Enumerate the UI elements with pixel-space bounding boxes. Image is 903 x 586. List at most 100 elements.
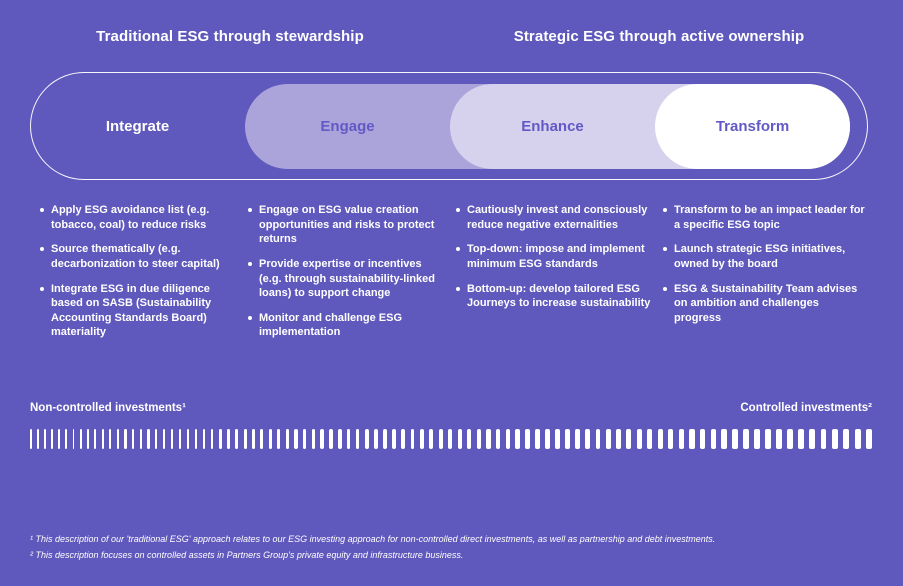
tick-mark [565, 429, 570, 449]
tick-mark [535, 429, 540, 449]
bullet-text: Source thematically (e.g. decarbonizatio… [51, 243, 220, 270]
tick-mark [392, 429, 396, 449]
tick-mark [754, 429, 760, 449]
tick-mark [277, 429, 281, 449]
tick-mark [854, 429, 861, 449]
bullet-item: Engage on ESG value creation opportuniti… [248, 203, 444, 247]
bullet-item: Top-down: impose and implement minimum E… [456, 242, 652, 271]
tick-mark [364, 429, 369, 449]
bullet-text: Bottom-up: develop tailored ESG Journeys… [467, 282, 651, 310]
bullet-dot-icon [248, 208, 252, 212]
tick-mark [467, 429, 472, 449]
tick-mark [383, 429, 387, 449]
tick-mark [486, 429, 491, 449]
tick-mark [79, 429, 82, 449]
tick-mark [765, 429, 771, 449]
tick-mark [689, 429, 695, 449]
tick-mark [678, 429, 684, 449]
bullet-column-integrate: Apply ESG avoidance list (e.g. tobacco, … [40, 203, 236, 340]
tick-mark [162, 429, 166, 449]
bullet-column-transform: Transform to be an impact leader for a s… [663, 203, 868, 325]
tick-mark [116, 429, 119, 449]
tick-mark [710, 429, 716, 449]
tick-mark [43, 429, 46, 449]
stage-label-transform: Transform [715, 118, 790, 135]
tick-mark [647, 429, 653, 449]
stage-pill-outline [30, 72, 868, 180]
transform-pill-background [655, 84, 850, 169]
tick-mark [515, 429, 520, 449]
bullet-dot-icon [456, 247, 460, 252]
scale-label-non-controlled: Non-controlled investments¹ [30, 402, 186, 414]
tick-mark [109, 429, 112, 449]
bullet-text: Apply ESG avoidance list (e.g. tobacco, … [51, 204, 210, 231]
tick-mark [820, 429, 827, 449]
tick-mark [636, 429, 642, 449]
bullet-dot-icon [663, 286, 667, 291]
scale-label-controlled: Controlled investments² [740, 402, 872, 414]
bullet-dot-icon [663, 247, 667, 252]
tick-mark [616, 429, 621, 449]
tick-mark [186, 429, 190, 449]
bullet-dot-icon [456, 208, 460, 212]
tick-mark [338, 429, 342, 449]
tick-mark [202, 429, 206, 449]
tick-mark [743, 429, 749, 449]
header-traditional-esg: Traditional ESG through stewardship [96, 28, 364, 45]
bullet-item: Apply ESG avoidance list (e.g. tobacco, … [40, 203, 236, 232]
tick-mark [329, 429, 333, 449]
tick-mark [732, 429, 738, 449]
tick-mark [809, 429, 816, 449]
tick-strip [30, 429, 873, 449]
tick-mark [311, 429, 316, 449]
tick-mark [303, 429, 307, 449]
bullet-dot-icon [40, 286, 44, 291]
tick-mark [373, 429, 378, 449]
tick-mark [227, 429, 230, 449]
bullet-text: Cautiously invest and consciously reduce… [467, 204, 648, 231]
tick-mark [699, 429, 706, 449]
tick-mark [235, 429, 239, 449]
tick-mark [218, 429, 222, 449]
tick-mark [505, 429, 511, 449]
tick-mark [347, 429, 351, 449]
tick-mark [147, 429, 150, 449]
tick-mark [210, 429, 214, 449]
tick-mark [457, 429, 462, 449]
tick-mark [575, 429, 580, 449]
tick-mark [355, 429, 360, 449]
stage-label-enhance: Enhance [521, 118, 584, 135]
bullet-item: Transform to be an impact leader for a s… [663, 203, 868, 232]
tick-mark [260, 429, 264, 449]
tick-mark [285, 429, 289, 449]
tick-mark [194, 429, 198, 449]
tick-mark [410, 429, 415, 449]
bullet-dot-icon [40, 208, 44, 212]
footnote-1: ¹ This description of our 'traditional E… [30, 534, 716, 544]
tick-mark [843, 429, 850, 449]
footnotes: ¹ This description of our 'traditional E… [30, 531, 875, 563]
tick-mark [595, 429, 601, 449]
bullet-dot-icon [248, 261, 252, 266]
tick-mark [58, 429, 60, 449]
tick-mark [72, 429, 75, 449]
tick-mark [51, 429, 53, 449]
tick-mark [170, 429, 174, 449]
bullet-column-enhance: Cautiously invest and consciously reduce… [456, 203, 652, 311]
tick-mark [626, 429, 632, 449]
bullet-dot-icon [663, 208, 667, 212]
bullet-item: Source thematically (e.g. decarbonizatio… [40, 242, 236, 271]
tick-mark [36, 429, 39, 449]
tick-mark [294, 429, 298, 449]
tick-mark [87, 429, 89, 449]
tick-mark [545, 429, 550, 449]
bullet-item: Integrate ESG in due diligence based on … [40, 282, 236, 341]
bullet-text: Launch strategic ESG initiatives, owned … [674, 243, 846, 270]
bullet-text: ESG & Sustainability Team advises on amb… [674, 282, 858, 324]
tick-mark [721, 429, 727, 449]
bullet-item: Bottom-up: develop tailored ESG Journeys… [456, 282, 652, 311]
bullet-item: Launch strategic ESG initiatives, owned … [663, 242, 868, 271]
tick-mark [94, 429, 97, 449]
bullet-text: Integrate ESG in due diligence based on … [51, 282, 212, 339]
